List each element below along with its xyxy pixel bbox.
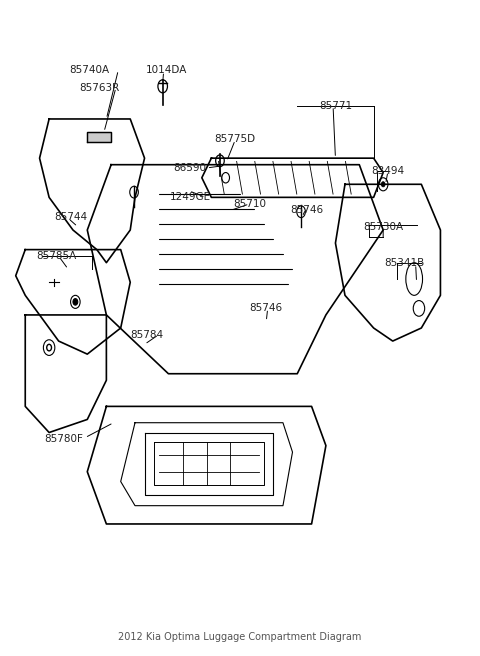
Text: 85780F: 85780F (44, 434, 83, 444)
Text: 85746: 85746 (250, 304, 283, 314)
Text: 1014DA: 1014DA (145, 65, 187, 75)
Text: 85740A: 85740A (70, 65, 110, 75)
Text: 85744: 85744 (54, 212, 87, 222)
Text: 85746: 85746 (290, 205, 324, 215)
Text: 85710: 85710 (233, 199, 266, 209)
Circle shape (381, 182, 385, 187)
Text: 86590: 86590 (173, 163, 206, 173)
Text: 1249GE: 1249GE (169, 192, 210, 202)
Circle shape (73, 298, 78, 305)
Text: 83494: 83494 (372, 166, 405, 176)
Text: 85785A: 85785A (36, 251, 76, 261)
Text: 85784: 85784 (131, 329, 164, 340)
Text: 85775D: 85775D (215, 134, 256, 144)
Text: 85771: 85771 (319, 101, 352, 111)
Text: 85341B: 85341B (384, 258, 425, 268)
Polygon shape (87, 132, 111, 142)
Text: 2012 Kia Optima Luggage Compartment Diagram: 2012 Kia Optima Luggage Compartment Diag… (118, 632, 362, 642)
Text: 85730A: 85730A (363, 222, 403, 232)
Text: 85763R: 85763R (79, 83, 120, 92)
